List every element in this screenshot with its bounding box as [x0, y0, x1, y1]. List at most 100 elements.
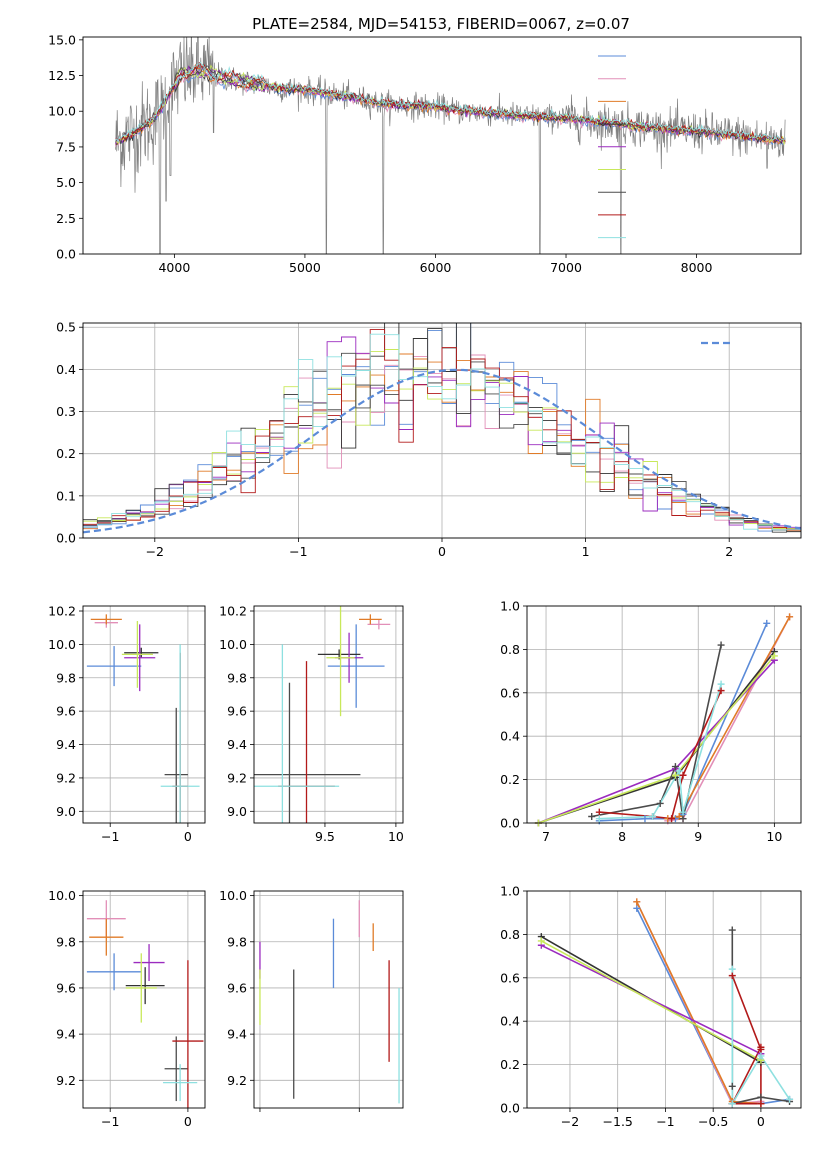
y-tick-label: 1.0	[500, 599, 520, 614]
weight-marker	[763, 619, 771, 627]
x-tick-label: −1	[101, 829, 119, 844]
y-tick-label: 0.0	[56, 531, 76, 546]
y-tick-label: 9.4	[56, 1027, 76, 1042]
y-tick-label: 9.4	[227, 1027, 247, 1042]
plot-area	[540, 901, 791, 1107]
weight-marker	[668, 815, 676, 823]
y-tick-label: 9.6	[227, 704, 247, 719]
axes-frame	[82, 890, 206, 1109]
y-tick-label: 7.5	[56, 139, 76, 154]
weight-series-line	[730, 975, 762, 1105]
x-tick-label: 0	[184, 1114, 192, 1129]
y-tick-label: 12.5	[48, 68, 76, 83]
spectrum-chart: 4000 5000 6000 7000 8000 0.0 2.5 5.0 7.5 10.0 12.5…	[48, 32, 802, 275]
y-tick-label: 0.6	[500, 970, 520, 985]
mass-vs-Z-chart: −1 0 9.2 9.4 9.6 9.8 10.0	[48, 888, 206, 1129]
y-tick-label: 0.3	[56, 404, 76, 419]
observed-spectrum-line	[115, 37, 786, 254]
weight-marker	[757, 1043, 765, 1051]
weight-series-line	[540, 944, 762, 1055]
weight-series-line	[731, 969, 791, 1107]
weight-marker	[786, 613, 794, 621]
axes-frame	[253, 890, 404, 1109]
weight-series-line	[667, 616, 791, 822]
weight-marker	[633, 904, 641, 912]
y-tick-label: 0.8	[500, 642, 520, 657]
x-tick-label: 9.5	[315, 829, 335, 844]
y-tick-label: 0.2	[500, 1057, 520, 1072]
weight-marker	[757, 1100, 765, 1108]
y-tick-label: 10.0	[48, 104, 76, 119]
axes-frame	[526, 890, 802, 1109]
weight-marker	[588, 812, 596, 820]
weight-series-line	[538, 651, 776, 823]
x-tick-label: −0.5	[698, 1114, 728, 1129]
x-tick-label: 8	[618, 829, 626, 844]
weight-series-line	[540, 940, 762, 1062]
y-tick-label: 10.0	[48, 888, 76, 903]
y-tick-label: 9.2	[227, 1073, 247, 1088]
weight-marker	[679, 815, 687, 823]
y-tick-label: 10.2	[48, 604, 76, 619]
y-tick-label: 9.2	[227, 770, 247, 785]
y-tick-label: 0.4	[56, 362, 76, 377]
weight-marker	[679, 771, 687, 779]
weight-marker	[641, 815, 649, 823]
weight-marker	[786, 1095, 794, 1103]
weight-series-line	[599, 683, 722, 820]
x-tick-label: −2	[561, 1114, 579, 1129]
weight-series-line	[538, 659, 775, 823]
weight-marker	[757, 1052, 765, 1060]
x-tick-label: −1	[656, 1114, 674, 1129]
plot-area	[254, 606, 391, 823]
y-tick-label: 9.6	[56, 980, 76, 995]
plot-area	[86, 900, 204, 1108]
model-spectrum-line-9	[115, 61, 786, 143]
x-tick-label: −1	[101, 1114, 119, 1129]
y-tick-label: 10.2	[219, 604, 247, 619]
normal-curve	[83, 368, 801, 534]
axes-frame	[253, 605, 404, 824]
x-tick-label: −1	[289, 544, 307, 559]
weight-series-line	[599, 690, 722, 820]
y-tick-label: 0.2	[500, 772, 520, 787]
x-tick-label: 0	[757, 1114, 765, 1129]
plot-area	[115, 37, 786, 254]
y-tick-label: 0.4	[500, 729, 520, 744]
plot-area	[83, 323, 801, 534]
y-tick-label: 5.0	[56, 175, 76, 190]
y-tick-label: 0.0	[56, 247, 76, 262]
weight-marker	[633, 898, 641, 906]
weight-marker	[679, 808, 687, 816]
weight-marker	[728, 926, 736, 934]
y-tick-label: 0.8	[500, 927, 520, 942]
y-tick-label: 0.2	[56, 446, 76, 461]
weight-marker	[757, 1093, 765, 1101]
x-tick-label: 1	[582, 544, 590, 559]
weight-marker	[728, 1100, 736, 1108]
y-tick-label: 9.4	[227, 737, 247, 752]
plot-area	[538, 616, 791, 823]
y-tick-label: 9.2	[56, 770, 76, 785]
age-vs-mass-chart: 9.5 10 9.0 9.2 9.4 9.6 9.8 10.0 10.2	[219, 604, 404, 844]
weight-marker	[595, 815, 603, 823]
y-tick-label: 9.4	[56, 737, 76, 752]
y-tick-label: 9.8	[56, 670, 76, 685]
y-tick-label: 9.8	[227, 934, 247, 949]
mass-weight-vs-age-chart: 7 8 9 10 0.0 0.2 0.4 0.6 0.8 1.0	[500, 599, 802, 844]
y-tick-label: 9.0	[227, 804, 247, 819]
axes-frame	[82, 605, 206, 824]
weight-marker	[717, 680, 725, 688]
figure-title: PLATE=2584, MJD=54153, FIBERID=0067, z=0…	[252, 15, 630, 33]
x-tick-label: 7000	[550, 260, 582, 275]
weight-marker	[595, 808, 603, 816]
weight-marker	[656, 799, 664, 807]
x-tick-label: 10	[388, 829, 404, 844]
y-tick-label: 9.8	[227, 670, 247, 685]
weight-marker	[537, 937, 545, 945]
y-tick-label: 9.2	[56, 1073, 76, 1088]
y-tick-label: 9.0	[56, 804, 76, 819]
weight-series-line	[538, 655, 776, 823]
weight-marker	[649, 812, 657, 820]
